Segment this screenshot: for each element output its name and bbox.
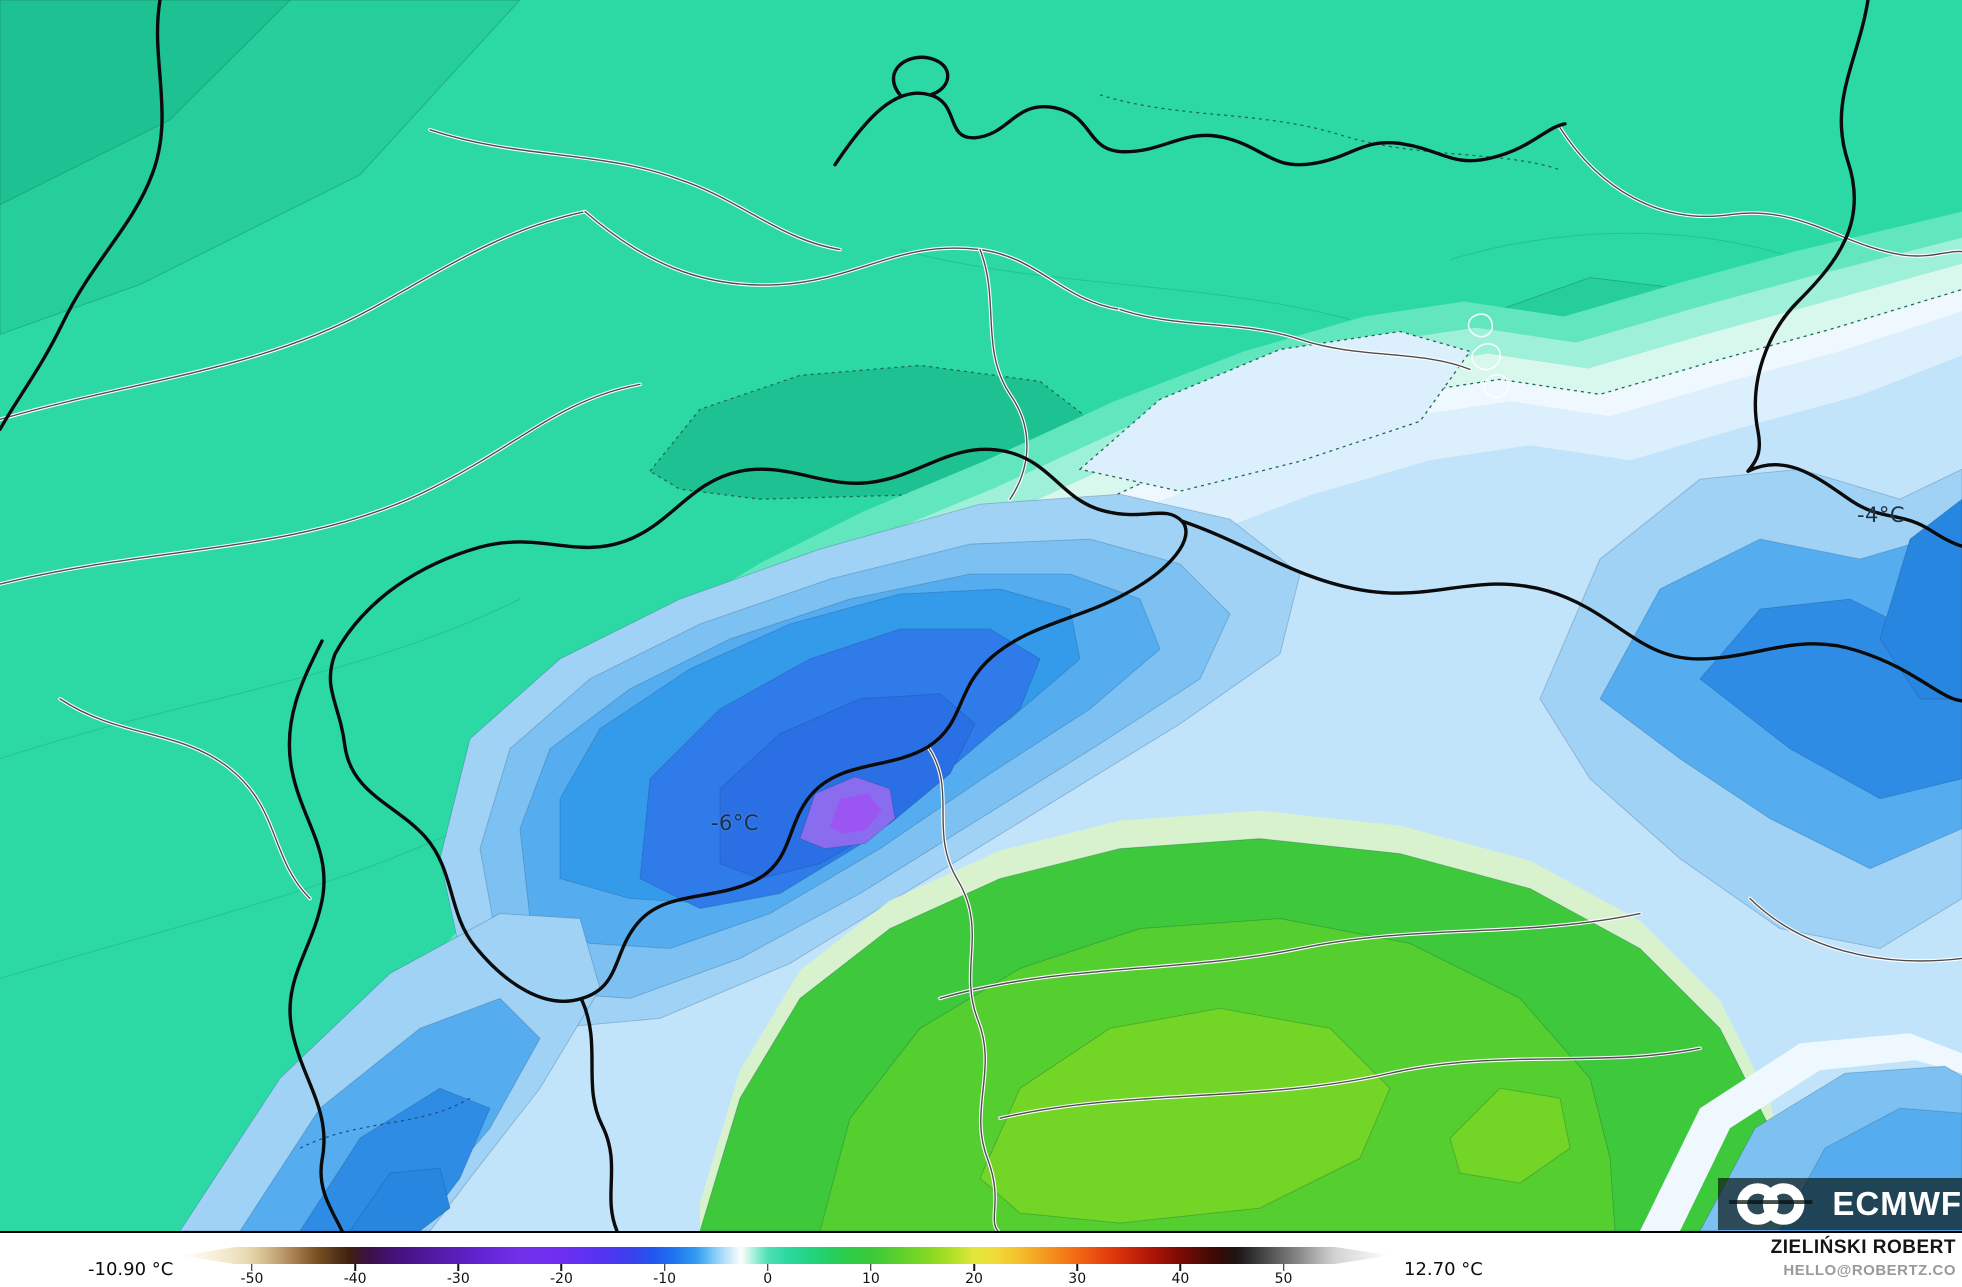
temp-annotation-minus4: -4°C [1856,503,1906,527]
colorbar-tick [1076,1264,1078,1271]
colorbar-tick [663,1264,666,1271]
ecmwf-logo: ECMWF [1718,1178,1962,1230]
map-area: -6°C -4°C ECMWF [0,0,1962,1233]
colorbar-tick [251,1264,253,1271]
colorbar-tick-label: -50 [240,1271,264,1287]
country-borders [0,0,1962,1231]
ecmwf-interlocking-circles-icon [1729,1183,1813,1225]
colorbar-tick [560,1264,563,1271]
attribution: ZIELIŃSKI ROBERT HELLO@ROBERTZ.CO [1771,1237,1956,1279]
colorbar-tick-label: 10 [861,1271,880,1287]
temperature-colorbar: -50 -40 -30 -20 -10 0 10 20 30 40 50 [180,1233,1390,1287]
colorbar-tick [870,1264,872,1271]
colorbar-max-label: 12.70 °C [1404,1259,1483,1280]
colorbar-tick [457,1264,460,1271]
temperature-contour-map [0,0,1962,1231]
colorbar-gradient [180,1247,1390,1264]
colorbar-footer: -10.90 °C -50 -40 -30 -20 -10 0 10 20 30 40 50 12.… [0,1233,1962,1287]
ecmwf-logo-text: ECMWF [1832,1185,1962,1222]
colorbar-tick-label: -40 [343,1271,367,1287]
colorbar-tick [973,1264,975,1271]
colorbar-tick [767,1264,769,1271]
colorbar-min-label: -10.90 °C [88,1259,174,1280]
colorbar-tick-label: 20 [965,1271,983,1287]
colorbar-tick [354,1264,356,1271]
colorbar-tick [1179,1264,1182,1271]
attribution-email: HELLO@ROBERTZ.CO [1783,1262,1956,1279]
colorbar-tick-label: -30 [446,1271,470,1287]
colorbar-tick-label: 30 [1068,1271,1087,1287]
enclave-cluster [1467,313,1509,399]
temp-annotation-minus6: -6°C [710,811,760,835]
colorbar-tick-label: 40 [1171,1271,1190,1287]
attribution-name: ZIELIŃSKI ROBERT [1770,1237,1956,1258]
colorbar-tick-label: -20 [550,1271,573,1287]
colorbar-tick-label: 0 [763,1271,773,1287]
colorbar-tick-label: -10 [653,1271,677,1287]
colorbar-tick-label: 50 [1274,1271,1293,1287]
colorbar-tick [1282,1264,1285,1271]
